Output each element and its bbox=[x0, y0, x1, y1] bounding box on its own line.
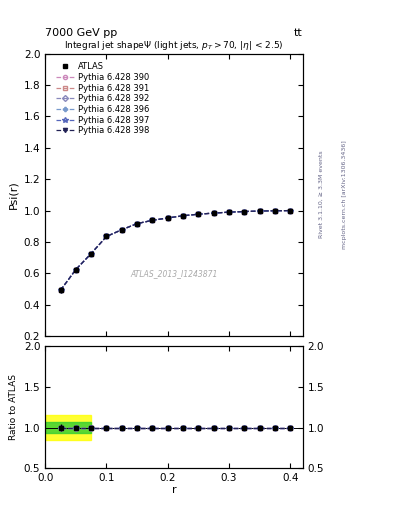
Title: Integral jet shape$\Psi$ (light jets, $p_T>70$, $|\eta|$ < 2.5): Integral jet shape$\Psi$ (light jets, $p… bbox=[64, 39, 284, 52]
X-axis label: r: r bbox=[172, 485, 176, 495]
Y-axis label: Ratio to ATLAS: Ratio to ATLAS bbox=[9, 374, 18, 440]
Legend: ATLAS, Pythia 6.428 390, Pythia 6.428 391, Pythia 6.428 392, Pythia 6.428 396, P: ATLAS, Pythia 6.428 390, Pythia 6.428 39… bbox=[55, 61, 151, 137]
Bar bbox=[45, 422, 91, 434]
Text: ATLAS_2013_I1243871: ATLAS_2013_I1243871 bbox=[130, 269, 218, 279]
Text: tt: tt bbox=[294, 28, 303, 38]
Text: mcplots.cern.ch [arXiv:1306.3436]: mcplots.cern.ch [arXiv:1306.3436] bbox=[342, 140, 347, 249]
Text: 7000 GeV pp: 7000 GeV pp bbox=[45, 28, 118, 38]
Y-axis label: Psi(r): Psi(r) bbox=[8, 181, 18, 209]
Text: Rivet 3.1.10, ≥ 3.3M events: Rivet 3.1.10, ≥ 3.3M events bbox=[318, 151, 323, 239]
Bar bbox=[45, 415, 91, 440]
